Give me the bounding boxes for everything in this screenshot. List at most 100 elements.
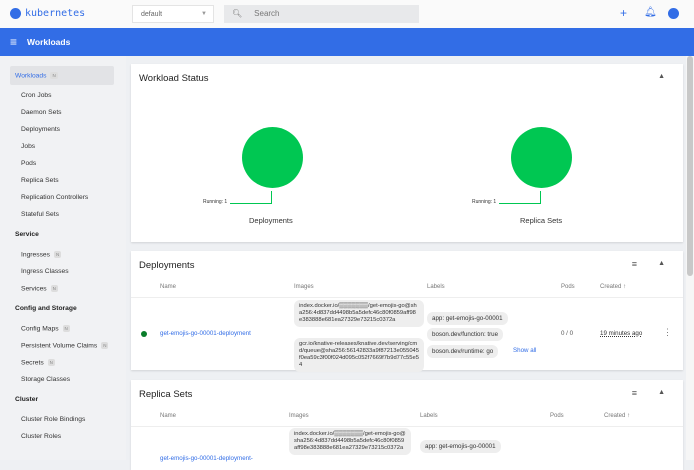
collapse-icon[interactable]: ▲ [658, 73, 665, 80]
namespaced-badge: N [50, 72, 58, 79]
filter-icon[interactable]: ≡ [631, 259, 637, 269]
card-title: Deployments [139, 260, 195, 271]
filter-icon[interactable]: ≡ [631, 388, 637, 398]
sidebar-item-ingresses[interactable]: Ingresses N [21, 251, 62, 259]
label: Created [604, 413, 626, 419]
column-images: Images [294, 284, 314, 290]
column-name[interactable]: Name [160, 413, 177, 419]
workload-status-card: Workload Status ▲ Running: 1 Deployments… [131, 64, 683, 242]
search-placeholder: Search [254, 9, 280, 18]
replica-sets-legend: Running: 1 [472, 199, 497, 205]
sidebar-active-bg [10, 66, 114, 85]
sidebar-item-ingress-classes[interactable]: Ingress Classes [21, 268, 69, 275]
scrollbar[interactable] [686, 56, 694, 460]
card-title: Workload Status [139, 73, 209, 84]
sidebar-item-cron-jobs[interactable]: Cron Jobs [21, 92, 52, 99]
sidebar-item-workloads[interactable]: Workloads N [15, 72, 58, 79]
legend-line [230, 191, 272, 204]
sidebar-item-cluster-role-bindings[interactable]: Cluster Role Bindings [21, 416, 86, 423]
label: Persistent Volume Claims [21, 342, 98, 350]
label-chip: boson.dev/function: true [427, 328, 504, 341]
sidebar-item-cluster-roles[interactable]: Cluster Roles [21, 433, 62, 440]
sidebar-item-config-maps[interactable]: Config Maps N [21, 325, 70, 332]
sidebar-item-jobs[interactable]: Jobs [21, 143, 36, 150]
label-chip: app: get-emojis-go-00001 [427, 312, 508, 325]
replica-sets-card: Replica Sets ≡ ▲ Name Images Labels Pods… [131, 380, 683, 470]
replica-sets-status-chart [511, 127, 572, 188]
label: Created [600, 284, 622, 290]
sidebar-item-stateful-sets[interactable]: Stateful Sets [21, 211, 59, 218]
plus-icon[interactable]: + [620, 6, 628, 20]
sort-arrow-icon: ↑ [623, 284, 627, 290]
sidebar-item-replication-controllers[interactable]: Replication Controllers [21, 194, 89, 201]
namespace-value: default [141, 11, 163, 18]
sidebar-item-pvc[interactable]: Persistent Volume Claims N [21, 342, 109, 350]
column-labels: Labels [427, 284, 445, 290]
sidebar-header-cluster: Cluster [15, 396, 39, 403]
status-ok-icon [141, 331, 147, 337]
label-chip: boson.dev/runtime: go [427, 345, 499, 358]
namespaced-badge: N [101, 342, 109, 349]
sidebar-item-storage-classes[interactable]: Storage Classes [21, 376, 71, 383]
bell-icon[interactable]: 🔔︎ [644, 7, 657, 18]
kubernetes-icon [10, 8, 21, 19]
label: Config Maps [21, 325, 59, 333]
more-actions-icon[interactable]: ⋮ [663, 327, 672, 337]
sort-arrow-icon: ↑ [627, 413, 631, 419]
legend-line [499, 191, 541, 204]
menu-icon[interactable]: ≡ [10, 35, 18, 49]
replica-sets-chart-label: Replica Sets [520, 216, 563, 225]
toolbar: ≡ Workloads [0, 28, 694, 56]
namespaced-badge: N [47, 359, 55, 366]
sidebar-item-secrets[interactable]: Secrets N [21, 359, 55, 366]
divider [131, 297, 683, 298]
column-pods[interactable]: Pods [550, 413, 564, 419]
namespaced-badge: N [62, 325, 70, 332]
deployment-link[interactable]: get-emojis-go-00001-deployment [160, 330, 251, 337]
column-labels: Labels [420, 413, 438, 419]
image-chip: index.docker.io/▒▒▒▒▒▒▒/get-emojis-go@sh… [294, 300, 424, 327]
pods-count: 0 / 0 [561, 330, 574, 337]
namespaced-badge: N [50, 285, 58, 292]
divider [131, 426, 683, 427]
deployments-status-chart [242, 127, 303, 188]
show-all-link[interactable]: Show all [513, 347, 537, 354]
column-pods[interactable]: Pods [561, 284, 575, 290]
namespaced-badge: N [54, 251, 62, 258]
label-chip: app: get-emojis-go-00001 [420, 440, 501, 453]
sidebar-header-service: Service [15, 231, 39, 238]
replica-set-link[interactable]: get-emojis-go-00001-deployment- [160, 455, 253, 462]
namespace-select[interactable]: default ▼ [132, 5, 214, 23]
image-chip: gcr.io/knative-releases/knative.dev/serv… [294, 338, 424, 372]
search-input[interactable]: 🔍︎ Search [224, 5, 419, 23]
created-time: 19 minutes ago [600, 330, 643, 337]
deployments-chart-label: Deployments [249, 216, 293, 225]
sidebar-item-replica-sets[interactable]: Replica Sets [21, 177, 59, 184]
column-name[interactable]: Name [160, 284, 177, 290]
sidebar-item-daemon-sets[interactable]: Daemon Sets [21, 109, 62, 116]
collapse-icon[interactable]: ▲ [658, 389, 665, 396]
deployments-legend: Running: 1 [203, 199, 228, 205]
label: Services [21, 285, 47, 293]
scrollbar-thumb[interactable] [687, 56, 693, 276]
kubernetes-logo[interactable]: kubernetes [10, 8, 85, 19]
sidebar-header-config: Config and Storage [15, 305, 77, 312]
column-created[interactable]: Created ↑ [600, 284, 626, 290]
collapse-icon[interactable]: ▲ [658, 260, 665, 267]
chevron-down-icon: ▼ [201, 11, 207, 17]
sidebar-item-services[interactable]: Services N [21, 285, 58, 292]
sidebar-item-deployments[interactable]: Deployments [21, 126, 61, 133]
label: Secrets [21, 359, 44, 367]
column-images: Images [289, 413, 309, 419]
image-chip: index.docker.io/▒▒▒▒▒▒▒/get-emojis-go@sh… [289, 428, 411, 455]
top-header: kubernetes default ▼ 🔍︎ Search + 🔔︎ [0, 0, 694, 28]
label: Ingresses [21, 251, 50, 259]
sidebar [0, 56, 126, 460]
sidebar-item-pods[interactable]: Pods [21, 160, 37, 167]
brand-name: kubernetes [25, 8, 86, 19]
label: Workloads [15, 72, 47, 80]
card-title: Replica Sets [139, 389, 193, 400]
column-created[interactable]: Created ↑ [604, 413, 630, 419]
account-icon[interactable] [668, 8, 679, 19]
page-title: Workloads [27, 37, 71, 47]
